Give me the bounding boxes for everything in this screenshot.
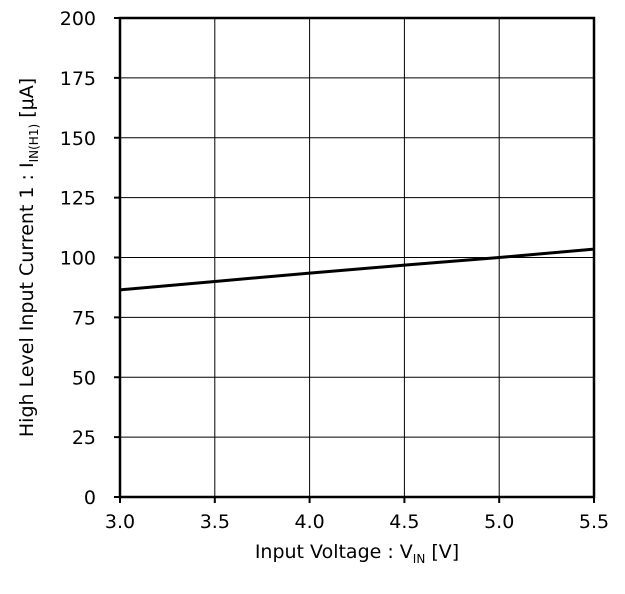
x-axis-label-unit: [V] <box>425 541 459 563</box>
series-line <box>119 247 595 292</box>
y-tick-label: 0 <box>84 487 96 509</box>
y-tick-label: 175 <box>60 68 96 90</box>
x-axis-label-main: Input Voltage : V <box>255 541 413 563</box>
ticks-group: 3.0 3.5 4.0 4.5 5.0 5.5 0 25 50 75 100 125 150 175 200 <box>60 8 609 533</box>
x-tick-label: 5.5 <box>579 511 609 533</box>
x-axis-label-sub: IN <box>413 552 426 566</box>
x-tick-label: 5.0 <box>484 511 514 533</box>
series-group <box>119 247 595 292</box>
y-tick-label: 100 <box>60 248 96 270</box>
x-tick-label: 3.0 <box>105 511 135 533</box>
y-axis-label-unit: [μA] <box>16 78 38 124</box>
x-tick-label: 4.5 <box>389 511 419 533</box>
x-axis-label: Input Voltage : VIN [V] <box>255 541 459 566</box>
x-tick-label: 3.5 <box>200 511 230 533</box>
y-tick-label: 50 <box>72 367 96 389</box>
y-tick-label: 25 <box>72 427 96 449</box>
y-tick-label: 200 <box>60 8 96 30</box>
y-tick-label: 150 <box>60 128 96 150</box>
grid <box>120 18 594 497</box>
y-tick-label: 125 <box>60 188 96 210</box>
y-axis-label-main: High Level Input Current 1 : I <box>16 162 38 437</box>
y-tick-label: 75 <box>72 307 96 329</box>
y-axis-label: High Level Input Current 1 : IIN(H1) [μA… <box>16 78 41 437</box>
x-tick-label: 4.0 <box>294 511 324 533</box>
y-axis-label-sub: IN(H1) <box>27 124 41 163</box>
